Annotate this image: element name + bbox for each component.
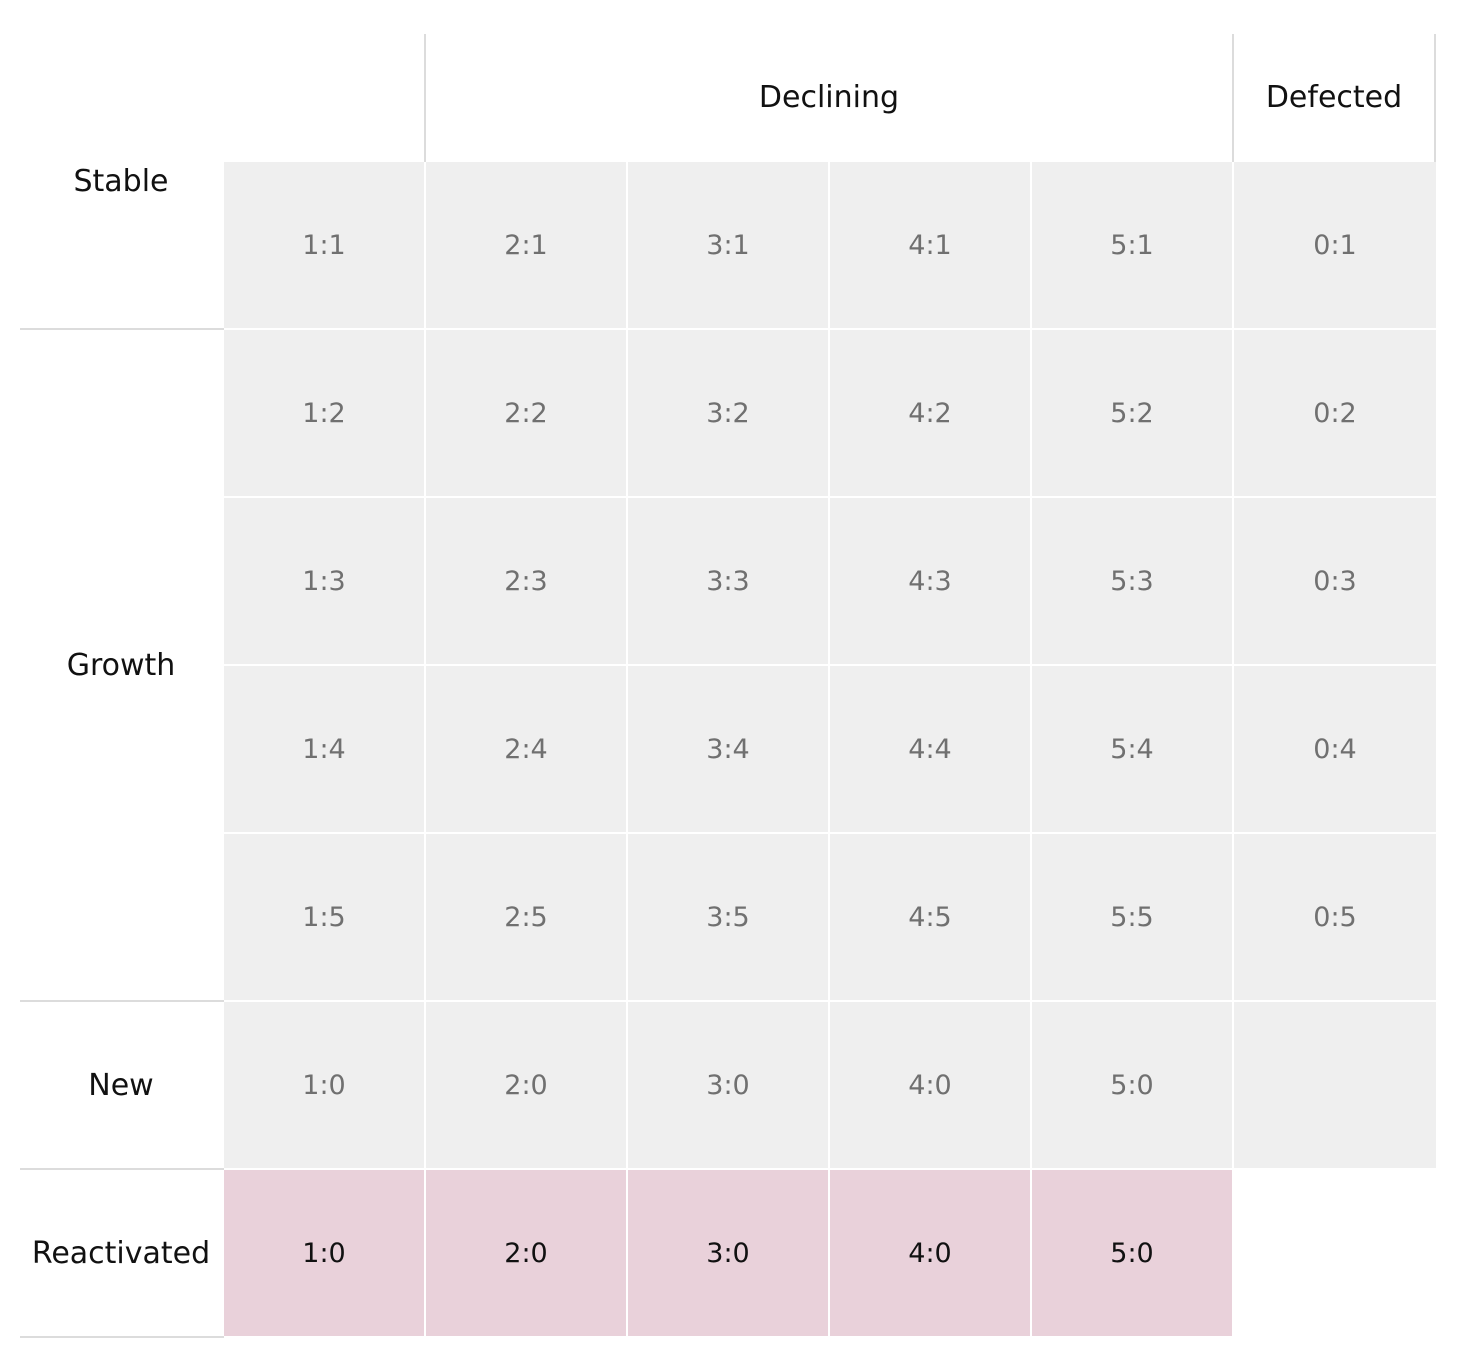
matrix-cell-0-3: 0:3	[1234, 498, 1436, 664]
column-header-defected: Defected	[1265, 79, 1403, 115]
matrix-cell-5-1: 5:1	[1032, 162, 1232, 328]
matrix-cell-3-0: 3:0	[628, 1002, 828, 1168]
matrix-cell-4-1: 4:1	[830, 162, 1030, 328]
matrix-cell-1-0: 1:0	[224, 1170, 424, 1336]
column-header-declining: Declining	[758, 79, 900, 115]
matrix-cell-1-0: 1:0	[224, 1002, 424, 1168]
row-header-stable: Stable	[73, 163, 169, 199]
matrix-cell-2-4: 2:4	[426, 666, 626, 832]
matrix-cell-1-2: 1:2	[224, 330, 424, 496]
matrix-cell-4-0: 4:0	[830, 1170, 1030, 1336]
header-divider-middle	[1232, 34, 1234, 162]
matrix-cell-2-1: 2:1	[426, 162, 626, 328]
matrix-cell-2-2: 2:2	[426, 330, 626, 496]
matrix-cell-4-4: 4:4	[830, 666, 1030, 832]
matrix-cell-0-2: 0:2	[1234, 330, 1436, 496]
row-divider-reactivated	[20, 1336, 224, 1338]
row-divider-stable	[20, 328, 224, 330]
header-divider-right	[1434, 34, 1436, 162]
matrix-cell-2-5: 2:5	[426, 834, 626, 1000]
matrix-cell-0-4: 0:4	[1234, 666, 1436, 832]
matrix-cell-1-5: 1:5	[224, 834, 424, 1000]
matrix-cell-1-1: 1:1	[224, 162, 424, 328]
matrix-cell-5-0: 5:0	[1032, 1002, 1232, 1168]
matrix-cell-0-1: 0:1	[1234, 162, 1436, 328]
matrix-cell-3-3: 3:3	[628, 498, 828, 664]
row-header-reactivated: Reactivated	[31, 1235, 211, 1271]
matrix-cell-5-2: 5:2	[1032, 330, 1232, 496]
matrix-cell-empty	[1234, 1002, 1436, 1168]
matrix-cell-3-5: 3:5	[628, 834, 828, 1000]
row-header-growth: Growth	[66, 647, 176, 683]
matrix-cell-5-4: 5:4	[1032, 666, 1232, 832]
matrix-cell-4-2: 4:2	[830, 330, 1030, 496]
matrix-cell-5-3: 5:3	[1032, 498, 1232, 664]
matrix-cell-1-4: 1:4	[224, 666, 424, 832]
matrix-cell-2-0: 2:0	[426, 1002, 626, 1168]
row-divider-new	[20, 1168, 224, 1170]
matrix-cell-4-0: 4:0	[830, 1002, 1030, 1168]
row-header-new: New	[88, 1067, 154, 1103]
matrix-cell-0-5: 0:5	[1234, 834, 1436, 1000]
matrix-cell-5-0: 5:0	[1032, 1170, 1232, 1336]
matrix-cell-3-0: 3:0	[628, 1170, 828, 1336]
matrix-cell-5-5: 5:5	[1032, 834, 1232, 1000]
matrix-cell-4-3: 4:3	[830, 498, 1030, 664]
matrix-cell-2-3: 2:3	[426, 498, 626, 664]
matrix-cell-2-0: 2:0	[426, 1170, 626, 1336]
matrix-cell-3-2: 3:2	[628, 330, 828, 496]
header-divider-left	[424, 34, 426, 162]
matrix-cell-4-5: 4:5	[830, 834, 1030, 1000]
row-divider-growth	[20, 1000, 224, 1002]
matrix-cell-3-1: 3:1	[628, 162, 828, 328]
matrix-cell-3-4: 3:4	[628, 666, 828, 832]
matrix-cell-1-3: 1:3	[224, 498, 424, 664]
